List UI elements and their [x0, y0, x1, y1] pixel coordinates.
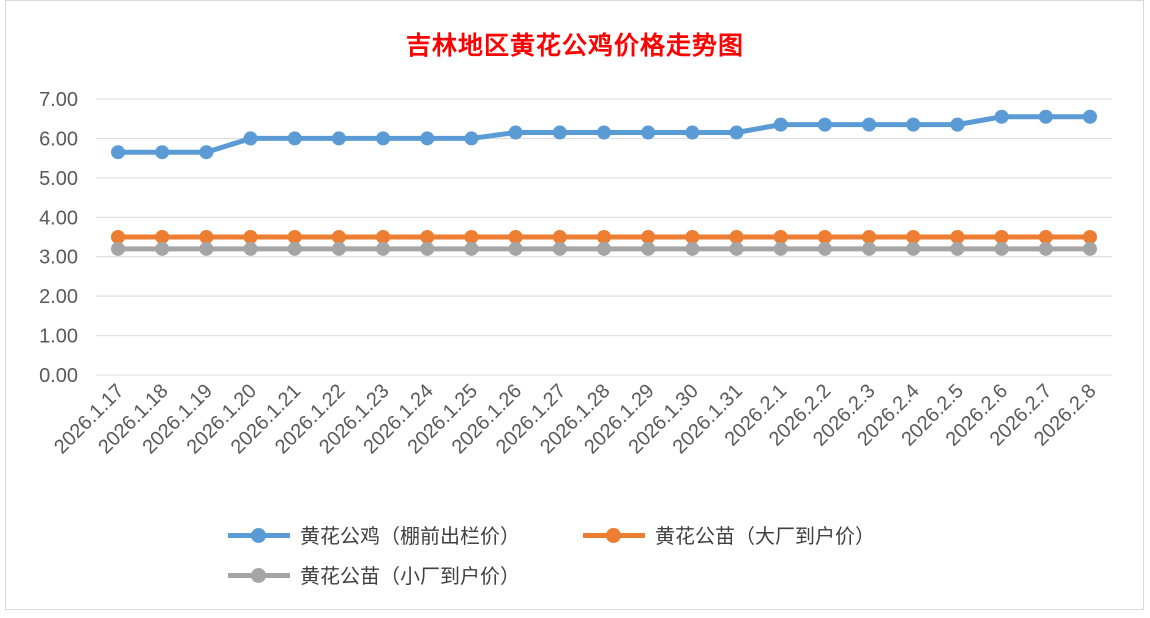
data-point [773, 230, 788, 244]
data-point [331, 230, 346, 244]
data-point [199, 241, 214, 256]
y-tick-label: 4.00 [39, 207, 78, 229]
y-tick-label: 2.00 [39, 286, 78, 308]
y-tick-label: 5.00 [39, 168, 78, 190]
data-point [111, 241, 125, 256]
data-point [729, 230, 744, 244]
data-point [729, 241, 744, 256]
y-axis-ticks: 0.00 1.00 2.00 3.00 4.00 5.00 6.00 7.00 [39, 89, 78, 387]
x-axis-ticks: 2026.1.172026.1.182026.1.192026.1.202026… [50, 380, 1100, 458]
data-point [597, 241, 611, 256]
legend-swatch-icon [583, 527, 645, 543]
legend-item-large-hatchery-chick-price: 黄花公苗（大厂到户价） [583, 520, 875, 549]
y-tick-label: 1.00 [39, 326, 78, 348]
data-point [817, 230, 832, 244]
data-point [420, 241, 435, 256]
data-point [508, 125, 523, 140]
data-point [420, 131, 435, 146]
data-point [464, 241, 479, 256]
data-point [1083, 109, 1097, 124]
data-point [376, 230, 391, 244]
data-point [994, 241, 1009, 256]
data-point [641, 241, 656, 256]
series-2 [111, 241, 1097, 256]
data-point [685, 125, 700, 140]
data-point [199, 145, 214, 160]
data-point [729, 125, 744, 140]
data-point [597, 125, 611, 140]
data-point [331, 131, 346, 146]
y-tick-label: 3.00 [39, 247, 78, 269]
data-point [641, 125, 656, 140]
data-point [1083, 241, 1097, 256]
legend-dot [251, 567, 266, 583]
data-point [552, 125, 567, 140]
y-tick-label: 0.00 [39, 365, 78, 387]
data-point [199, 230, 214, 244]
data-point [155, 230, 170, 244]
legend-item-small-hatchery-chick-price: 黄花公苗（小厂到户价） [228, 560, 520, 589]
data-point [464, 230, 479, 244]
data-point [155, 241, 170, 256]
legend-dot [251, 527, 266, 543]
legend-label: 黄花公苗（小厂到户价） [300, 564, 520, 588]
data-point [685, 230, 700, 244]
data-point [243, 131, 258, 146]
data-point [420, 230, 435, 244]
data-point [464, 131, 479, 146]
data-point [994, 230, 1009, 244]
data-point [862, 241, 877, 256]
data-point [287, 131, 302, 146]
data-point [597, 230, 611, 244]
legend-swatch-icon [228, 567, 290, 583]
data-point [641, 230, 656, 244]
data-point [508, 230, 523, 244]
data-point [1038, 109, 1053, 124]
legend-label: 黄花公鸡（棚前出栏价） [300, 524, 520, 548]
series-0 [111, 109, 1097, 160]
data-point [155, 145, 170, 160]
series-1 [111, 230, 1097, 244]
data-point [508, 241, 523, 256]
data-point [1038, 230, 1053, 244]
data-point [1083, 230, 1097, 244]
chart-frame [5, 0, 1144, 610]
data-point [817, 241, 832, 256]
data-point [376, 131, 391, 146]
data-point [950, 241, 965, 256]
data-point [817, 117, 832, 132]
legend-label: 黄花公苗（大厂到户价） [655, 524, 875, 548]
data-point [773, 241, 788, 256]
data-point [111, 145, 125, 160]
data-point [243, 241, 258, 256]
legend-dot [606, 527, 621, 543]
data-point [287, 230, 302, 244]
y-tick-label: 6.00 [39, 128, 78, 150]
series-lines [111, 109, 1097, 256]
data-point [552, 230, 567, 244]
legend-swatch-icon [228, 527, 290, 543]
data-point [950, 117, 965, 132]
data-point [950, 230, 965, 244]
chart-title: 吉林地区黄花公鸡价格走势图 [405, 31, 744, 60]
data-point [862, 117, 877, 132]
data-point [376, 241, 391, 256]
legend-item-broiler-price: 黄花公鸡（棚前出栏价） [228, 520, 520, 549]
data-point [243, 230, 258, 244]
data-point [773, 117, 788, 132]
data-point [906, 241, 921, 256]
data-point [287, 241, 302, 256]
data-point [685, 241, 700, 256]
y-tick-label: 7.00 [39, 89, 78, 111]
data-point [111, 230, 125, 244]
data-point [994, 109, 1009, 124]
data-point [552, 241, 567, 256]
data-point [331, 241, 346, 256]
data-point [906, 117, 921, 132]
data-point [1038, 241, 1053, 256]
data-point [906, 230, 921, 244]
data-point [862, 230, 877, 244]
